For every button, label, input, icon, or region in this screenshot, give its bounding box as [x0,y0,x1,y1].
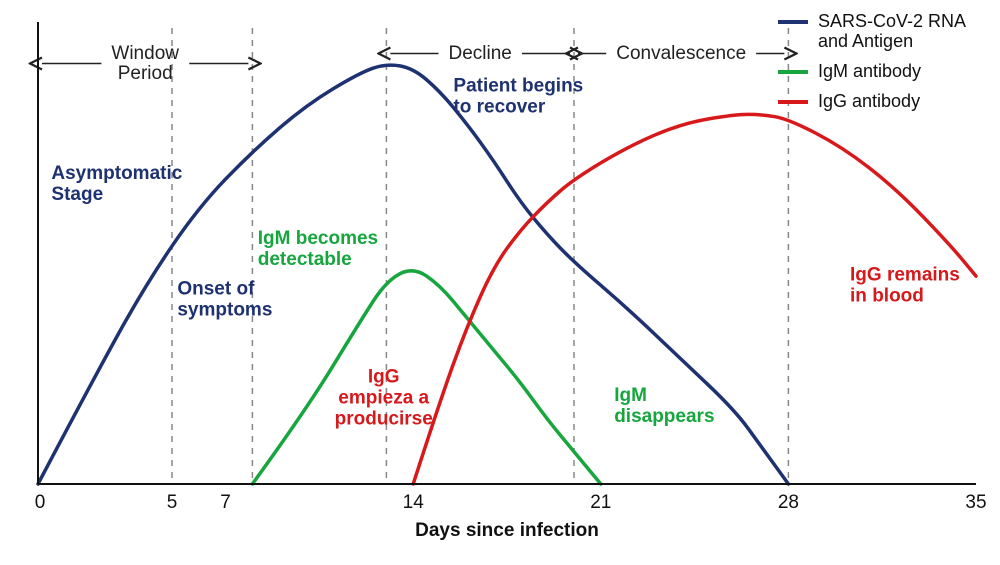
curve-igm [252,271,600,484]
annotation-iggrem: IgG remainsin blood [850,265,960,307]
legend-label-igm: IgM antibody [818,61,921,81]
annotation-onset: Onset ofsymptoms [177,279,272,321]
annotation-asym: AsymptomaticStage [51,163,182,205]
phase-decline-label: Decline [449,43,512,64]
legend-label-igg: IgG antibody [818,91,920,111]
x-tick-0: 0 [35,492,46,513]
phase-convalescence-label: Convalescence [616,43,746,64]
x-tick-5: 5 [167,492,178,513]
phase-window-label: WindowPeriod [111,43,179,84]
annotation-igmdet: IgM becomesdetectable [258,228,378,270]
x-tick-28: 28 [778,492,799,513]
annotation-iggprod: IgGempieza aproducirse [335,366,433,429]
x-tick-7: 7 [220,492,231,513]
x-tick-14: 14 [403,492,425,513]
annotation-igmdis: IgMdisappears [614,385,714,427]
x-axis-label: Days since infection [415,520,599,541]
immune-response-chart: WindowPeriod Decline Convalescence 0 5 7 14 21… [0,0,1000,565]
x-tick-21: 21 [590,492,611,513]
x-tick-35: 35 [965,492,986,513]
annotation-recover: Patient beginsto recover [453,75,583,117]
legend-label-rna: SARS-CoV-2 RNAand Antigen [818,11,966,51]
